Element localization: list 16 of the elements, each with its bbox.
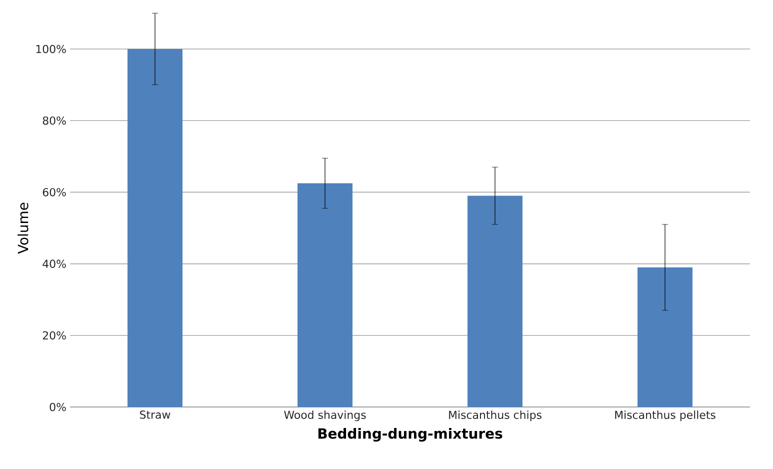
y-tick-label: 0% bbox=[50, 402, 66, 412]
bar bbox=[638, 267, 693, 407]
x-tick-label: Miscanthus chips bbox=[449, 410, 542, 422]
y-tick-label: 60% bbox=[42, 188, 66, 196]
bar bbox=[298, 183, 353, 407]
y-tick-label: 100% bbox=[36, 44, 66, 54]
x-tick-label: Wood shavings bbox=[284, 410, 366, 422]
x-tick-label: Miscanthus pellets bbox=[615, 410, 716, 422]
bar bbox=[128, 48, 182, 407]
x-tick-label: Straw bbox=[140, 410, 170, 419]
y-tick-label: 40% bbox=[42, 260, 66, 268]
y-axis-title: Volume bbox=[18, 202, 28, 254]
bar bbox=[468, 196, 523, 407]
y-tick-label: 20% bbox=[42, 331, 66, 340]
x-axis-title: Bedding-dung-mixtures bbox=[318, 428, 502, 442]
y-tick-label: 80% bbox=[42, 116, 66, 125]
